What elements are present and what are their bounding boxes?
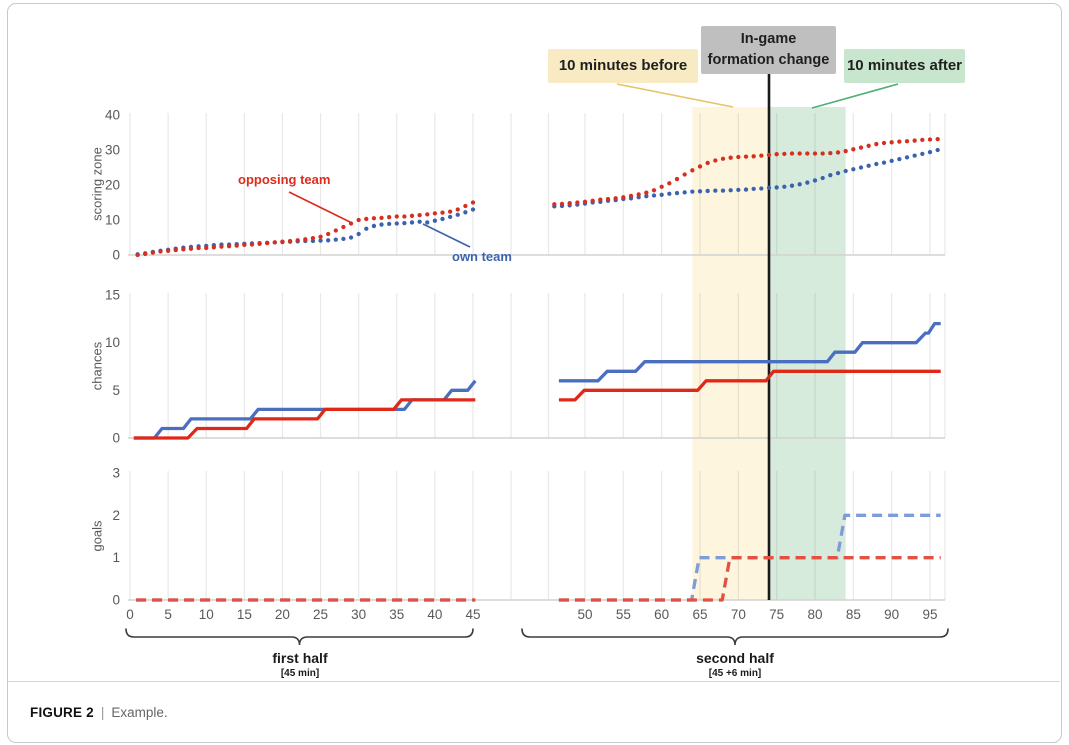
figure-caption-separator: | [100, 705, 105, 720]
x-axis-label-second-half: second half [696, 650, 774, 666]
series-label-own-team: own team [452, 249, 512, 264]
svg-text:65: 65 [692, 607, 707, 622]
svg-text:40: 40 [105, 108, 120, 123]
svg-text:10: 10 [105, 213, 120, 228]
annotation-formation-change-line2: formation change [707, 52, 830, 68]
svg-text:60: 60 [654, 607, 669, 622]
svg-text:3: 3 [112, 466, 120, 481]
svg-text:35: 35 [389, 607, 404, 622]
y-axis-title-chances: chances [89, 341, 105, 391]
svg-text:50: 50 [577, 607, 592, 622]
svg-text:95: 95 [922, 607, 937, 622]
svg-text:45: 45 [465, 607, 480, 622]
svg-text:0: 0 [126, 607, 134, 622]
svg-text:40: 40 [427, 607, 442, 622]
svg-text:90: 90 [884, 607, 899, 622]
svg-text:0: 0 [112, 593, 120, 608]
series-opposing-team [136, 556, 941, 602]
annotation-10-minutes-after: 10 minutes after [844, 49, 965, 83]
svg-text:5: 5 [164, 607, 172, 622]
svg-text:80: 80 [807, 607, 822, 622]
svg-text:55: 55 [616, 607, 631, 622]
annotation-connectors [616, 83, 899, 109]
half-braces [125, 628, 949, 646]
svg-text:20: 20 [105, 178, 120, 193]
svg-text:15: 15 [105, 288, 120, 303]
annotation-formation-change-line1: In-game [740, 30, 797, 47]
svg-text:1: 1 [112, 550, 120, 565]
figure-caption: FIGURE 2 | Example. [30, 705, 168, 720]
figure-frame [7, 3, 1062, 743]
opposing-team-pointer [288, 191, 353, 224]
annotation-10-minutes-before: 10 minutes before [548, 49, 698, 83]
x-axis-sublabel-first-half: [45 min] [280, 668, 320, 679]
series-own-team [133, 321, 941, 440]
svg-text:15: 15 [237, 607, 252, 622]
series-label-opposing-team: opposing team [238, 172, 331, 187]
gridlines [128, 113, 946, 601]
svg-text:2: 2 [112, 508, 120, 523]
svg-text:85: 85 [846, 607, 861, 622]
svg-text:10: 10 [105, 335, 120, 350]
x-axis-label-first-half: first half [272, 650, 328, 666]
figure-caption-label: FIGURE 2 [30, 705, 94, 720]
y-axis-title-scoring-zone: scoring zone [89, 147, 105, 221]
svg-text:5: 5 [112, 383, 120, 398]
annotation-formation-change: In-game formation change [701, 26, 836, 74]
x-axis-sublabel-second-half: [45 +6 min] [708, 668, 762, 679]
svg-text:30: 30 [351, 607, 366, 622]
own-team-pointer [422, 223, 471, 248]
series-opposing-team [133, 369, 941, 440]
svg-text:25: 25 [313, 607, 328, 622]
svg-text:0: 0 [112, 431, 120, 446]
y-axis-title-goals: goals [89, 520, 105, 552]
svg-text:30: 30 [105, 143, 120, 158]
svg-text:10: 10 [199, 607, 214, 622]
svg-text:70: 70 [731, 607, 746, 622]
svg-text:75: 75 [769, 607, 784, 622]
figure-caption-text: Example. [111, 705, 168, 720]
svg-text:0: 0 [112, 248, 120, 263]
series-opposing-team [135, 137, 940, 258]
caption-divider [8, 681, 1060, 682]
svg-text:20: 20 [275, 607, 290, 622]
